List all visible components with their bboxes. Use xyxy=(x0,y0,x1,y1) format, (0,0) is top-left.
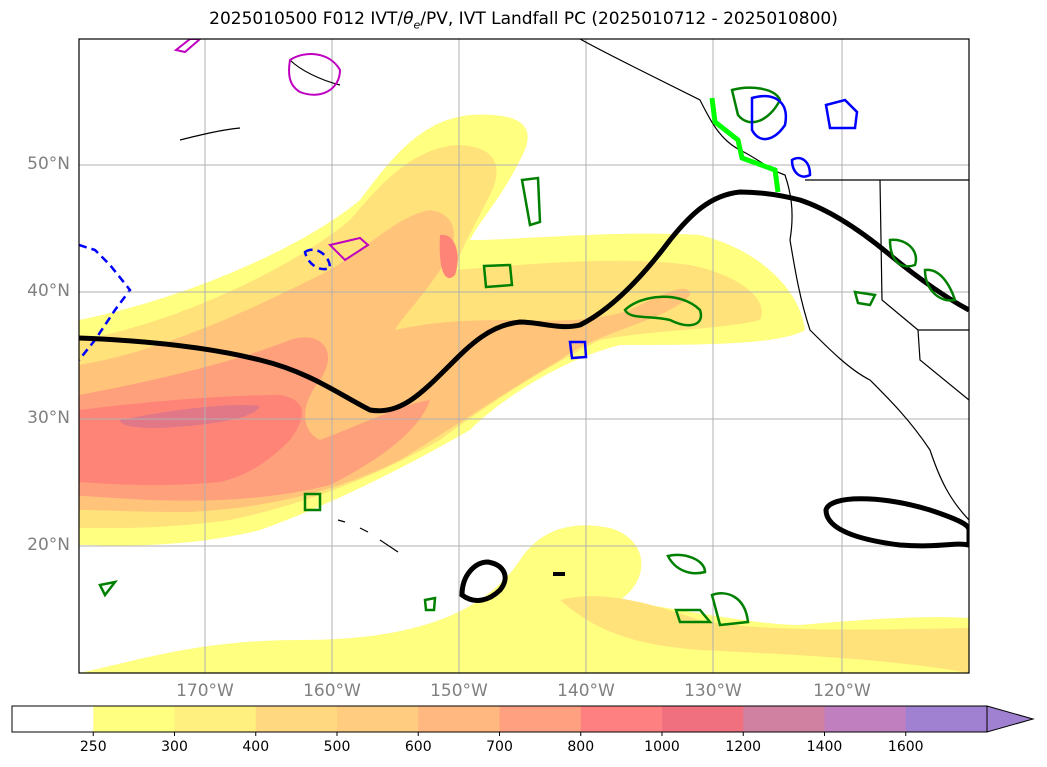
colorbar-swatch xyxy=(580,706,663,732)
colorbar-tick-label: 1000 xyxy=(644,739,680,755)
lat-label-20: 20°N xyxy=(27,535,70,555)
lat-label-40: 40°N xyxy=(27,281,70,301)
gridlines xyxy=(79,39,969,673)
coastlines xyxy=(179,39,969,553)
colorbar-tick-label: 400 xyxy=(242,739,270,755)
colorbar-swatch xyxy=(499,706,582,732)
lon-label-120w: 120°W xyxy=(813,681,871,701)
colorbar-tick-label: 1200 xyxy=(725,739,762,755)
colorbar-swatch xyxy=(93,706,175,732)
colorbar-swatch xyxy=(418,706,500,732)
colorbar-swatch xyxy=(662,706,744,732)
plot-frame xyxy=(78,38,970,674)
landfall-line xyxy=(709,97,781,193)
colorbar-tick-label: 800 xyxy=(567,739,595,755)
colorbar-tick-label: 1400 xyxy=(806,739,843,755)
colorbar xyxy=(11,705,1035,736)
ivt-shade-1200 xyxy=(120,404,260,428)
colorbar-tick-label: 500 xyxy=(323,739,351,755)
lon-label-140w: 140°W xyxy=(557,681,615,701)
pv-positive-contours xyxy=(98,86,957,627)
lon-label-130w: 130°W xyxy=(684,681,742,701)
pv-magenta-contours xyxy=(173,39,370,262)
map-title: 2025010500 F012 IVT/θe/PV, IVT Landfall … xyxy=(209,9,838,32)
colorbar-swatch xyxy=(12,706,94,732)
lon-label-170w: 170°W xyxy=(176,681,234,701)
colorbar-swatch xyxy=(743,706,825,732)
lat-label-30: 30°N xyxy=(27,408,70,428)
ivt-shade-south-2 xyxy=(560,596,969,673)
lon-label-160w: 160°W xyxy=(303,681,361,701)
colorbar-swatch xyxy=(174,706,257,732)
colorbar-swatch xyxy=(255,706,338,732)
pv-negative-contours xyxy=(303,94,859,360)
colorbar-swatch xyxy=(824,706,907,732)
lon-label-150w: 150°W xyxy=(430,681,488,701)
colorbar-tick-label: 1600 xyxy=(887,739,924,755)
map-plot xyxy=(78,38,970,674)
colorbar-tick-label: 700 xyxy=(486,739,513,755)
colorbar-swatch xyxy=(905,706,988,732)
lat-label-50: 50°N xyxy=(27,154,70,174)
colorbar-tick-label: 600 xyxy=(404,739,432,755)
theta-e-contour-main xyxy=(79,189,969,414)
colorbar-extend-arrow xyxy=(986,705,1035,733)
ivt-shade-center xyxy=(439,234,458,279)
colorbar-swatch xyxy=(337,706,419,732)
theta-e-contour-closed-small xyxy=(459,559,508,603)
colorbar-tick-label: 300 xyxy=(161,739,188,755)
colorbar-tick-label: 250 xyxy=(79,739,107,755)
theta-e-contour-closed-east xyxy=(823,496,969,549)
